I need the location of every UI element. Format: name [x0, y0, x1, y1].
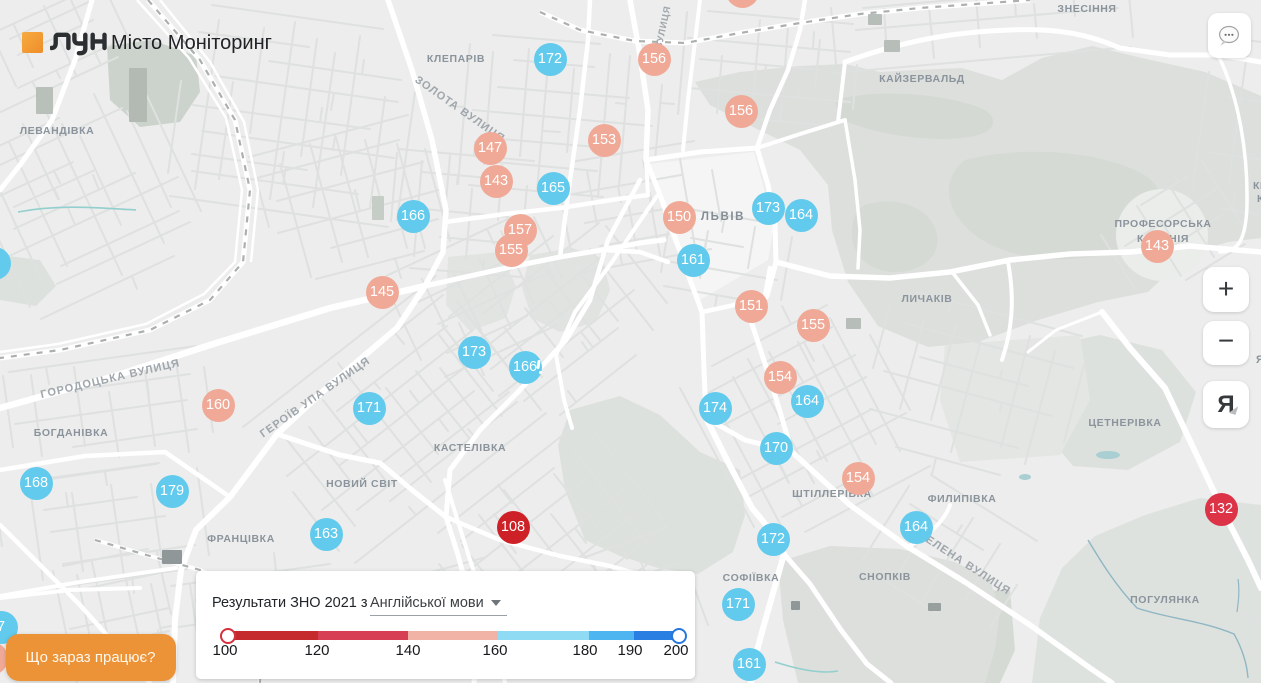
- svg-text:КАСТЕЛІВКА: КАСТЕЛІВКА: [434, 442, 506, 454]
- svg-text:ФИЛИПІВКА: ФИЛИПІВКА: [928, 493, 997, 505]
- svg-text:ЗНЕСІННЯ: ЗНЕСІННЯ: [1057, 3, 1116, 15]
- svg-text:ЛЬВІВ: ЛЬВІВ: [701, 211, 745, 223]
- svg-text:НОВИЙ СВІТ: НОВИЙ СВІТ: [326, 477, 398, 490]
- svg-text:СНОПКІВ: СНОПКІВ: [859, 571, 911, 583]
- svg-text:КЛЕПАРІВ: КЛЕПАРІВ: [427, 53, 485, 65]
- svg-text:Я: Я: [1256, 354, 1261, 366]
- svg-text:ЛИЧАКІВ: ЛИЧАКІВ: [902, 293, 953, 305]
- svg-text:ПРОФЕСОРСЬКА: ПРОФЕСОРСЬКА: [1114, 218, 1211, 230]
- svg-text:КАЙЗЕРВАЛЬД: КАЙЗЕРВАЛЬД: [879, 72, 965, 85]
- svg-text:ФРАНЦІВКА: ФРАНЦІВКА: [207, 533, 275, 545]
- svg-text:ПОГУЛЯНКА: ПОГУЛЯНКА: [1130, 594, 1200, 606]
- svg-text:К: К: [1257, 193, 1261, 205]
- svg-text:СОФІЇВКА: СОФІЇВКА: [723, 571, 780, 584]
- svg-text:ЦЕТНЕРІВКА: ЦЕТНЕРІВКА: [1088, 417, 1161, 429]
- svg-text:КРИВЧИЦІ: КРИВЧИЦІ: [1253, 180, 1261, 192]
- svg-text:ЛЕВАНДІВКА: ЛЕВАНДІВКА: [20, 125, 95, 137]
- svg-text:БОГДАНІВКА: БОГДАНІВКА: [34, 427, 109, 439]
